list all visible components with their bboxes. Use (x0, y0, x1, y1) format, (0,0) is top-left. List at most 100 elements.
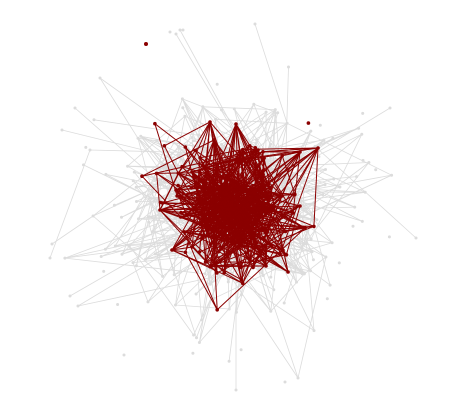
highlighted-node (215, 229, 219, 233)
highlighted-edge (223, 190, 256, 273)
muted-node (234, 310, 238, 314)
muted-node (76, 304, 80, 308)
highlighted-node (176, 171, 181, 176)
muted-node (148, 196, 152, 200)
highlighted-node (223, 203, 228, 208)
muted-node (122, 353, 126, 357)
muted-node (253, 22, 257, 26)
highlighted-edge (191, 157, 238, 173)
highlighted-node (241, 206, 245, 211)
highlighted-node (226, 207, 231, 211)
highlighted-node (266, 182, 270, 186)
muted-node (48, 256, 52, 260)
muted-edge (64, 212, 188, 259)
highlighted-node (280, 194, 284, 198)
highlighted-node (208, 242, 213, 247)
highlighted-node (260, 192, 265, 196)
muted-edge (149, 197, 163, 277)
muted-node (214, 117, 218, 121)
muted-node (220, 142, 223, 146)
highlighted-edge (171, 249, 186, 253)
muted-node (91, 214, 95, 218)
muted-node (82, 163, 85, 167)
highlighted-node (224, 197, 229, 201)
highlighted-node (256, 148, 260, 152)
highlighted-node (306, 121, 311, 125)
muted-node (305, 230, 309, 233)
highlighted-node (262, 156, 266, 160)
highlighted-edge (141, 139, 215, 177)
muted-node (318, 123, 322, 127)
muted-node (234, 388, 238, 392)
highlighted-node (194, 207, 199, 212)
highlighted-node (200, 200, 204, 204)
highlighted-node (179, 215, 183, 219)
muted-node (294, 252, 298, 256)
muted-node (135, 200, 138, 203)
highlighted-node (312, 224, 316, 229)
highlighted-node (263, 208, 268, 213)
highlighted-edge (247, 151, 301, 206)
muted-node (99, 255, 103, 258)
highlighted-node (158, 200, 163, 205)
highlighted-edge (209, 121, 230, 179)
highlighted-node (265, 191, 269, 196)
muted-node (355, 175, 359, 179)
muted-node (282, 301, 286, 305)
muted-edge (199, 294, 242, 343)
highlighted-node (291, 211, 295, 215)
muted-edge (191, 106, 204, 138)
highlighted-node (214, 222, 219, 226)
highlighted-node (231, 196, 236, 201)
highlighted-node (183, 250, 188, 255)
muted-node (104, 172, 108, 176)
muted-node (68, 294, 72, 298)
highlighted-edge (313, 147, 319, 227)
muted-edge (69, 221, 200, 297)
muted-node (309, 129, 313, 133)
highlighted-node (235, 200, 239, 204)
highlighted-edge (263, 157, 289, 273)
highlighted-node (208, 120, 212, 124)
highlighted-node (298, 150, 302, 154)
highlighted-node (198, 170, 202, 175)
muted-node (360, 132, 364, 136)
muted-node (98, 76, 102, 80)
highlighted-edge (251, 205, 301, 231)
muted-node (309, 237, 313, 241)
highlighted-node-layer (140, 42, 320, 312)
muted-edge (93, 119, 199, 136)
highlighted-edge (254, 190, 289, 273)
highlighted-node (225, 254, 230, 259)
highlighted-node (219, 225, 223, 229)
highlighted-node (222, 270, 227, 275)
highlighted-node (248, 260, 252, 264)
muted-edge (202, 106, 276, 110)
highlighted-node (239, 277, 244, 282)
muted-node (357, 126, 361, 130)
highlighted-edge (240, 227, 306, 268)
muted-node (387, 235, 391, 239)
highlighted-edge (154, 123, 186, 148)
highlighted-node (232, 219, 237, 223)
highlighted-node (265, 229, 270, 233)
highlighted-node (229, 217, 234, 222)
highlighted-node (217, 249, 221, 254)
highlighted-edge (201, 139, 215, 203)
muted-node (172, 141, 176, 145)
muted-edge (297, 256, 327, 379)
muted-node (134, 264, 138, 268)
muted-node (60, 128, 64, 132)
highlighted-edge (199, 121, 211, 158)
highlighted-node (179, 210, 183, 215)
highlighted-node (262, 243, 267, 248)
highlighted-node (240, 281, 245, 286)
highlighted-node (198, 197, 202, 201)
highlighted-node (183, 145, 188, 149)
highlighted-node (235, 155, 239, 160)
highlighted-node (175, 194, 179, 198)
muted-edge (99, 77, 139, 139)
highlighted-edge (175, 189, 188, 215)
